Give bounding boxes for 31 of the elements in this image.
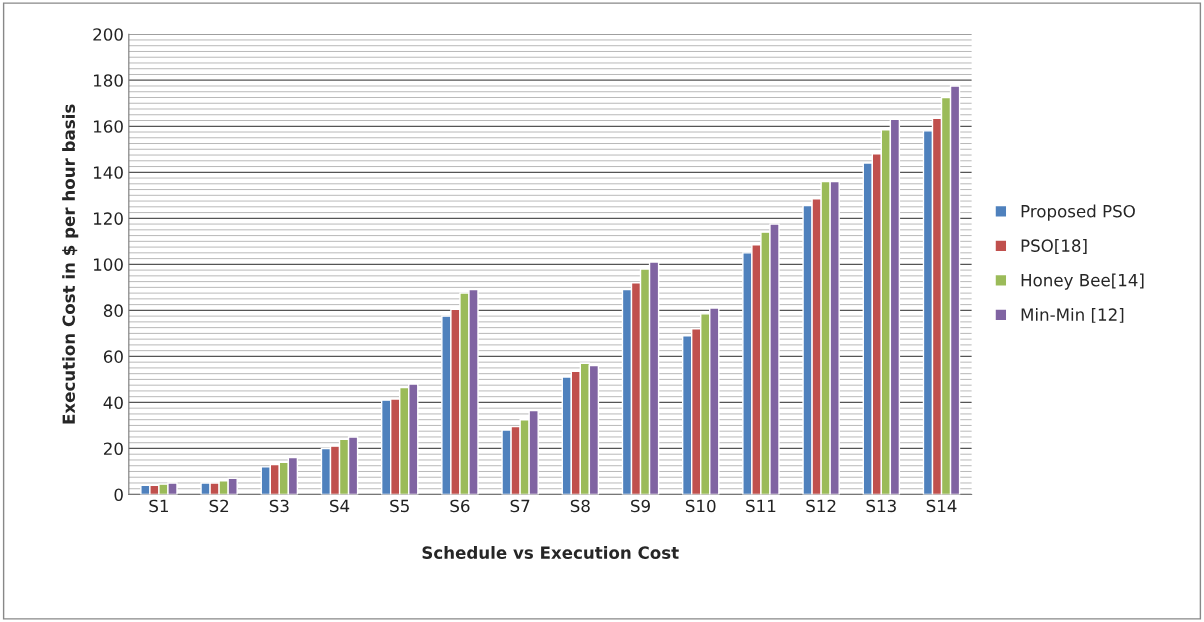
x-tick-label: S7 xyxy=(510,499,530,513)
x-tick-label: S13 xyxy=(866,499,896,513)
y-tick-label: 140 xyxy=(93,166,123,179)
x-tick-label: S4 xyxy=(330,499,350,513)
x-tick-label: S1 xyxy=(149,499,168,513)
legend-label: Min-Min [12] xyxy=(1021,307,1124,323)
y-tick-label: 200 xyxy=(93,28,123,41)
y-tick-label: 180 xyxy=(93,74,123,87)
x-tick-label: S3 xyxy=(269,499,289,513)
x-tick-label: S9 xyxy=(631,499,650,513)
y-tick-label: 100 xyxy=(93,258,123,271)
x-tick-label: S2 xyxy=(209,499,229,513)
y-axis-title: Execution Cost in $ per hour basis xyxy=(62,104,79,424)
x-tick-label: S11 xyxy=(746,499,776,513)
y-tick-label: 160 xyxy=(93,120,123,133)
x-tick-label: S8 xyxy=(570,499,590,513)
legend-label: Proposed PSO xyxy=(1021,204,1135,221)
x-tick-label: S14 xyxy=(926,499,957,513)
y-tick-label: 80 xyxy=(103,304,123,317)
y-tick-label: 20 xyxy=(103,442,123,456)
x-tick-label: S6 xyxy=(450,499,470,513)
y-tick-label: 0 xyxy=(114,488,123,502)
y-tick-label: 120 xyxy=(93,212,123,225)
x-axis-title: Schedule vs Execution Cost xyxy=(422,546,679,559)
x-tick-label: S5 xyxy=(390,499,409,513)
x-tick-label: S12 xyxy=(806,499,836,513)
y-tick-label: 60 xyxy=(103,350,123,363)
legend-label: Honey Bee[14] xyxy=(1021,273,1144,290)
legend-label: PSO[18] xyxy=(1021,239,1087,254)
y-tick-label: 40 xyxy=(103,396,123,409)
x-tick-label: S10 xyxy=(685,499,716,513)
